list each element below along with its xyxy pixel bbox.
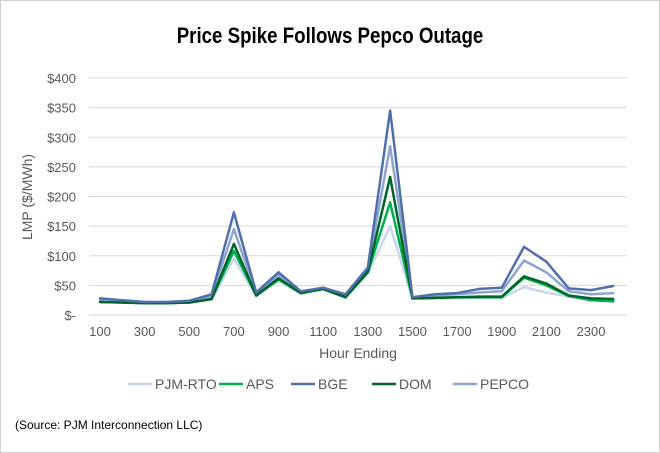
data-point-dom [121, 301, 124, 304]
data-point-pepco [545, 271, 548, 274]
data-point-dom [455, 296, 459, 299]
data-point-pepco [612, 291, 615, 295]
data-point-bge [478, 287, 481, 291]
y-tick-label: $50 [54, 278, 76, 293]
x-tick-label: 1100 [309, 324, 337, 339]
x-tick-label: 500 [178, 324, 200, 339]
source-note: (Source: PJM Interconnection LLC) [15, 418, 203, 432]
data-point-bge [121, 298, 124, 302]
data-point-bge [255, 291, 258, 294]
x-tick-label: 700 [223, 324, 245, 339]
x-tick-label: 1900 [487, 324, 516, 339]
legend-label-bge: BGE [318, 376, 348, 392]
data-point-pjm-rto [232, 257, 236, 260]
data-point-bge [344, 293, 347, 296]
y-tick-label: $150 [47, 219, 76, 234]
series-line-pjm-rto [99, 224, 614, 305]
data-point-pepco [522, 259, 526, 262]
data-point-bge [411, 296, 414, 299]
data-point-dom [388, 175, 392, 179]
data-point-pepco [388, 144, 392, 148]
series-line-dom [99, 175, 614, 305]
x-tick-label: 100 [89, 324, 111, 339]
data-point-bge [388, 109, 392, 112]
data-point-dom [366, 270, 370, 273]
y-tick-label: $- [64, 308, 76, 323]
data-point-bge [522, 245, 526, 249]
data-point-aps [232, 249, 236, 253]
data-point-dom [567, 294, 570, 297]
legend-label-dom: DOM [399, 376, 432, 392]
data-point-aps [612, 300, 615, 303]
legend-label-aps: APS [246, 376, 274, 392]
data-point-pepco [500, 290, 503, 293]
data-point-pepco [589, 293, 593, 296]
data-point-pepco [478, 291, 481, 294]
data-point-pepco [232, 227, 236, 231]
data-point-bge [98, 297, 102, 300]
data-point-dom [545, 282, 548, 285]
y-tick-label: $200 [47, 190, 76, 205]
data-point-pjm-rto [388, 224, 392, 228]
data-point-dom [277, 277, 280, 280]
y-tick-label: $350 [47, 101, 76, 116]
data-point-dom [255, 294, 258, 297]
data-point-pjm-rto [522, 285, 526, 289]
y-tick-label: $400 [47, 71, 76, 86]
data-point-dom [210, 297, 213, 301]
data-point-bge [500, 286, 503, 289]
x-tick-label: 300 [134, 324, 156, 339]
x-axis-label: Hour Ending [319, 345, 397, 361]
data-point-dom [478, 295, 481, 298]
data-point-bge [143, 300, 146, 304]
data-point-dom [612, 297, 615, 301]
data-point-pepco [567, 290, 570, 293]
data-point-bge [455, 291, 459, 295]
data-point-dom [433, 296, 436, 300]
data-point-bge [567, 287, 570, 290]
legend-label-pjm-rto: PJM-RTO [155, 376, 217, 392]
x-tick-label: 1300 [353, 324, 382, 339]
y-tick-label: $250 [47, 160, 76, 175]
x-tick-label: 2300 [577, 324, 606, 339]
y-axis-label: LMP ($/MWh) [19, 154, 35, 240]
data-point-bge [366, 266, 370, 269]
x-tick-label: 1500 [398, 324, 427, 339]
data-point-aps [388, 201, 392, 204]
data-point-bge [188, 299, 191, 302]
legend-label-pepco: PEPCO [480, 376, 529, 392]
series-line-bge [99, 109, 614, 304]
data-point-dom [522, 275, 526, 278]
data-point-bge [232, 211, 236, 214]
data-point-dom [299, 291, 303, 295]
data-point-bge [165, 300, 169, 304]
series-line-aps [99, 201, 614, 305]
data-point-dom [232, 242, 236, 246]
data-point-bge [277, 271, 280, 274]
data-point-bge [612, 284, 615, 288]
data-point-bge [321, 286, 325, 289]
chart-title: Price Spike Follows Pepco Outage [176, 23, 484, 48]
y-tick-label: $300 [47, 130, 76, 145]
data-point-bge [299, 290, 303, 293]
data-point-dom [98, 300, 102, 304]
data-point-bge [545, 260, 548, 263]
data-point-dom [500, 295, 503, 298]
data-point-bge [210, 293, 213, 296]
x-tick-label: 2100 [532, 324, 561, 339]
x-tick-label: 900 [268, 324, 290, 339]
data-point-dom [589, 297, 593, 300]
data-point-dom [344, 296, 347, 299]
data-point-bge [433, 293, 436, 296]
data-point-pjm-rto [545, 291, 548, 294]
data-point-bge [589, 288, 593, 292]
x-tick-label: 1700 [443, 324, 472, 339]
y-tick-label: $100 [47, 249, 76, 264]
